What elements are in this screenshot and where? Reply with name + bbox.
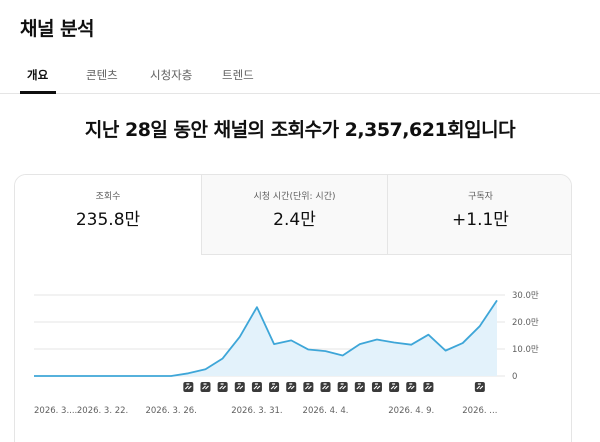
x-tick-label: 2026. 3. 22. — [77, 406, 128, 416]
metric-views-label: 조회수 — [95, 192, 121, 202]
tab-content[interactable]: 콘텐츠 — [86, 68, 118, 82]
page-title: 채널 분석 — [20, 18, 95, 40]
data-point[interactable] — [99, 373, 106, 380]
data-point[interactable] — [236, 333, 243, 340]
video-marker-icon[interactable] — [303, 382, 314, 392]
data-point[interactable] — [271, 341, 278, 348]
views-headline: 지난 28일 동안 채널의 조회수가 2,357,621회입니다 — [84, 119, 516, 141]
video-marker-icon[interactable] — [474, 382, 485, 392]
data-point[interactable] — [116, 373, 123, 380]
tab-overview[interactable]: 개요 — [27, 68, 49, 82]
video-marker-icon[interactable] — [320, 382, 331, 392]
x-tick-label: 2026. 4. 4. — [303, 406, 349, 416]
metric-watch-time-label: 시청 시간(단위: 시간) — [253, 192, 336, 202]
metric-views-value: 235.8만 — [75, 210, 141, 230]
data-point[interactable] — [356, 341, 363, 348]
data-point[interactable] — [202, 366, 209, 373]
data-point[interactable] — [82, 373, 89, 380]
video-marker-icon[interactable] — [269, 382, 280, 392]
data-point[interactable] — [391, 339, 398, 346]
data-point[interactable] — [408, 341, 415, 348]
metric-tabs: 조회수 235.8만 시청 시간(단위: 시간) 2.4만 구독자 +1.1만 — [15, 175, 571, 255]
data-point[interactable] — [31, 373, 38, 380]
x-tick-label: 2026. ... — [462, 406, 497, 416]
data-point[interactable] — [476, 323, 483, 330]
data-point[interactable] — [373, 336, 380, 343]
data-point[interactable] — [65, 373, 72, 380]
x-tick-label: 2026. 3. 26. — [145, 406, 196, 416]
metric-subscribers-label: 구독자 — [468, 192, 493, 202]
data-point[interactable] — [442, 347, 449, 354]
data-point[interactable] — [322, 348, 329, 355]
data-point[interactable] — [253, 304, 260, 311]
data-point[interactable] — [168, 373, 175, 380]
video-marker-icon[interactable] — [183, 382, 194, 392]
video-marker-icon[interactable] — [423, 382, 434, 392]
video-marker-icon[interactable] — [251, 382, 262, 392]
y-tick-label: 10.0만 — [512, 345, 539, 355]
analytics-card: 조회수 235.8만 시청 시간(단위: 시간) 2.4만 구독자 +1.1만 — [14, 174, 572, 442]
data-point[interactable] — [459, 340, 466, 347]
metric-subscribers[interactable]: 구독자 +1.1만 — [387, 175, 571, 255]
video-marker-icon[interactable] — [389, 382, 400, 392]
data-point[interactable] — [133, 373, 140, 380]
video-marker-icon[interactable] — [337, 382, 348, 392]
video-marker-icon[interactable] — [200, 382, 211, 392]
x-tick-label: 2026. 4. 9. — [388, 406, 434, 416]
video-marker-icon[interactable] — [354, 382, 365, 392]
metric-views[interactable]: 조회수 235.8만 — [15, 175, 201, 255]
tab-bar: 개요 콘텐츠 시청자층 트렌드 — [0, 56, 600, 94]
data-point[interactable] — [305, 346, 312, 353]
y-tick-label: 20.0만 — [512, 318, 539, 328]
y-tick-label: 30.0만 — [512, 291, 539, 301]
x-tick-label: 2026. 3.... — [34, 406, 77, 416]
active-tab-indicator — [20, 91, 56, 94]
views-line — [34, 299, 498, 377]
data-point[interactable] — [494, 297, 501, 304]
views-chart: 30.0만 20.0만 10.0만 0 2026. 3.... 2026. 3. 22. 2… — [31, 291, 539, 416]
data-point[interactable] — [425, 331, 432, 338]
data-point[interactable] — [219, 355, 226, 362]
data-point[interactable] — [339, 352, 346, 359]
metric-watch-time[interactable]: 시청 시간(단위: 시간) 2.4만 — [201, 175, 387, 255]
video-marker-icon[interactable] — [217, 382, 228, 392]
metric-watch-time-value: 2.4만 — [273, 210, 316, 230]
video-marker-icon[interactable] — [234, 382, 245, 392]
y-tick-label: 0 — [512, 372, 517, 382]
tab-trends[interactable]: 트렌드 — [222, 68, 254, 82]
video-marker-icon[interactable] — [406, 382, 417, 392]
data-point[interactable] — [185, 370, 192, 377]
data-point[interactable] — [151, 373, 158, 380]
x-tick-label: 2026. 3. 31. — [231, 406, 282, 416]
data-point[interactable] — [48, 373, 55, 380]
video-marker-icon[interactable] — [371, 382, 382, 392]
views-area — [34, 300, 497, 376]
metric-subscribers-value: +1.1만 — [452, 210, 509, 230]
video-marker-icon[interactable] — [286, 382, 297, 392]
tab-audience[interactable]: 시청자층 — [150, 68, 193, 82]
data-point[interactable] — [288, 337, 295, 344]
